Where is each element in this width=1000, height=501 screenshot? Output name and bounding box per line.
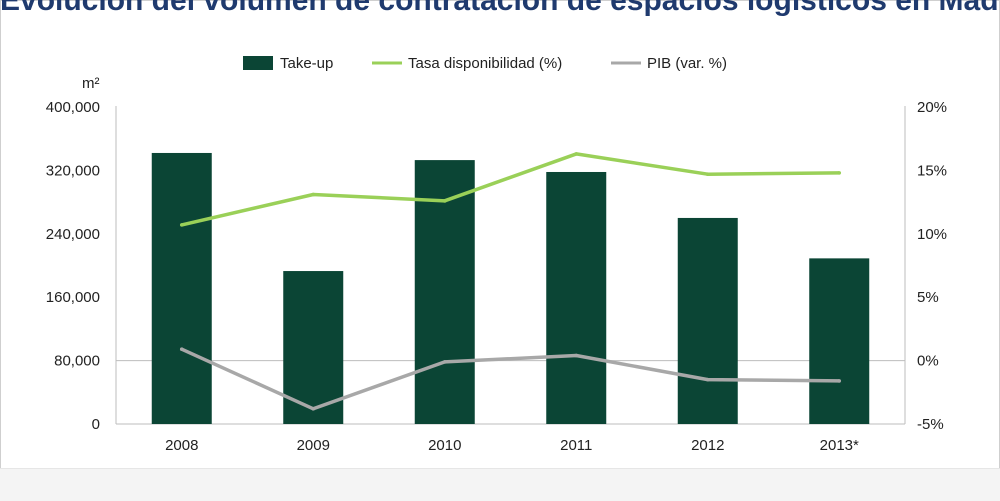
line-tasa-disponibilidad-point [179, 223, 184, 227]
x-tick-label: 2013* [820, 437, 859, 454]
x-tick-label: 2010 [428, 437, 461, 454]
line-pib-point [311, 406, 316, 411]
y-tick-label: 160,000 [46, 289, 100, 306]
line-pib-point [442, 360, 447, 364]
line-tasa-disponibilidad-point [311, 192, 316, 197]
y-tick-label: 0 [92, 416, 100, 433]
bar-take-up [151, 152, 212, 424]
line-pib-point [179, 347, 184, 351]
y2-tick-label: 15% [917, 162, 947, 179]
line-pib [181, 347, 840, 411]
legend-label-take-up: Take-up [280, 55, 333, 72]
chart-title: Evolución del volumen de contratación de… [0, 0, 1000, 17]
line-tasa-disponibilidad-point [442, 199, 447, 203]
y-tick-label: 240,000 [46, 226, 100, 243]
y-axis-unit-label: m² [82, 75, 100, 92]
line-tasa-disponibilidad-point [837, 171, 842, 175]
x-tick-label: 2011 [560, 437, 592, 454]
legend-swatch-take-up [243, 56, 273, 70]
x-tick-label: 2009 [297, 437, 330, 454]
y2-tick-label: 20% [917, 99, 947, 116]
line-pib-point [705, 377, 710, 382]
line-tasa-disponibilidad [181, 152, 840, 227]
y-tick-label: 80,000 [54, 353, 100, 370]
y-tick-label: 400,000 [46, 99, 100, 116]
y2-tick-label: -5% [917, 416, 944, 433]
y2-tick-label: 5% [917, 289, 939, 306]
legend: Take-up Tasa disponibilidad (%) PIB (var… [243, 55, 727, 72]
bar-take-up [546, 171, 607, 424]
x-tick-label: 2008 [165, 437, 198, 454]
legend-label-tasa: Tasa disponibilidad (%) [408, 55, 562, 72]
line-pib-point [574, 353, 579, 358]
x-tick-label: 2012 [691, 437, 724, 454]
line-pib-point [837, 379, 842, 383]
footer-band [0, 468, 1000, 501]
y-tick-label: 320,000 [46, 162, 100, 179]
bar-take-up [677, 217, 738, 424]
legend-label-pib: PIB (var. %) [647, 55, 727, 72]
y2-tick-label: 10% [917, 226, 947, 243]
line-tasa-disponibilidad-point [574, 152, 579, 156]
bar-take-up [414, 160, 475, 424]
bar-take-up [809, 258, 870, 424]
line-tasa-disponibilidad-point [705, 172, 710, 177]
y2-tick-label: 0% [917, 353, 939, 370]
